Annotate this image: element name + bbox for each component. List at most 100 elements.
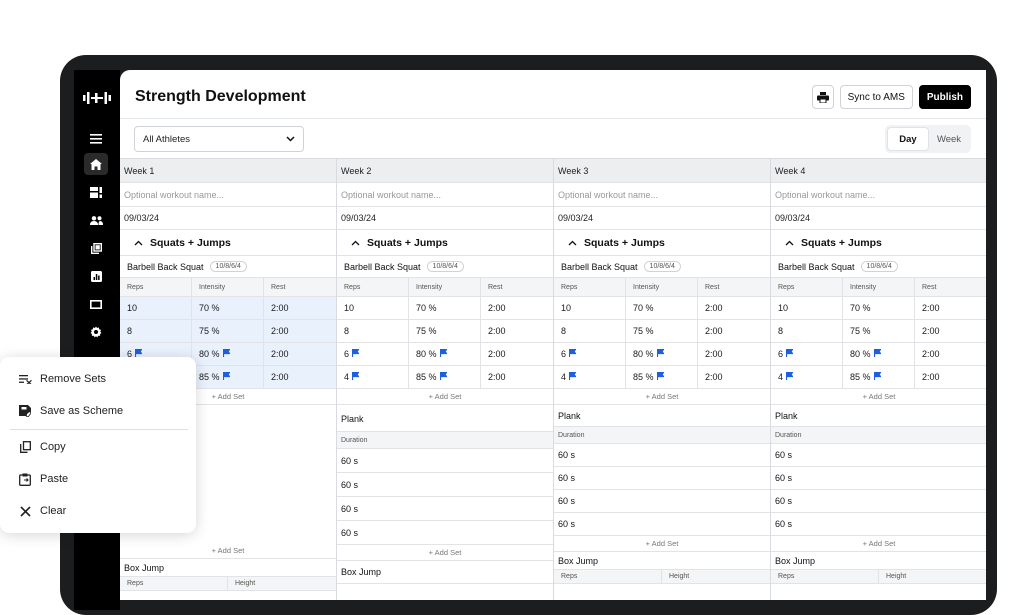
save-as-scheme-menu-item[interactable]: Save as Scheme xyxy=(0,399,196,423)
reps-cell[interactable]: 4 xyxy=(771,366,843,388)
duration-cell[interactable]: 60 s xyxy=(771,513,986,536)
intensity-cell[interactable]: 75 % xyxy=(192,320,264,342)
duration-cell[interactable]: 60 s xyxy=(337,497,553,521)
rest-cell[interactable]: 2:00 xyxy=(698,320,770,342)
sync-ams-button[interactable]: Sync to AMS xyxy=(839,85,913,109)
duration-cell[interactable]: 60 s xyxy=(554,467,770,490)
rest-cell[interactable]: 2:00 xyxy=(698,343,770,365)
chevron-up-icon[interactable] xyxy=(785,238,794,248)
add-set-button[interactable]: + Add Set xyxy=(771,389,986,405)
block-header[interactable]: Squats + Jumps xyxy=(771,230,986,256)
group-icon[interactable] xyxy=(84,209,108,231)
set-row[interactable]: 10 70 % 2:00 xyxy=(771,297,986,320)
set-row[interactable]: 10 70 % 2:00 xyxy=(120,297,336,320)
rest-cell[interactable]: 2:00 xyxy=(481,343,553,365)
copy-menu-item[interactable]: Copy xyxy=(0,435,196,459)
duration-cell[interactable]: 60 s xyxy=(337,473,553,497)
reps-cell[interactable]: 6 xyxy=(554,343,626,365)
intensity-cell[interactable]: 75 % xyxy=(409,320,481,342)
reps-cell[interactable]: 10 xyxy=(337,297,409,319)
remove-sets-menu-item[interactable]: Remove Sets xyxy=(0,367,196,391)
rest-cell[interactable]: 2:00 xyxy=(698,366,770,388)
exercise-name[interactable]: Box Jump xyxy=(771,552,986,570)
rest-cell[interactable]: 2:00 xyxy=(915,343,986,365)
reps-cell[interactable]: 8 xyxy=(554,320,626,342)
publish-button[interactable]: Publish xyxy=(918,85,971,109)
block-header[interactable]: Squats + Jumps xyxy=(554,230,770,256)
add-set-button[interactable]: + Add Set xyxy=(337,389,553,405)
set-row[interactable]: 4 85 % 2:00 xyxy=(554,366,770,389)
exercise-name[interactable]: Box Jump xyxy=(554,552,770,570)
duration-cell[interactable]: 60 s xyxy=(554,513,770,536)
exercise-row[interactable]: Barbell Back Squat 10/8/6/4 xyxy=(337,256,553,278)
reps-cell[interactable]: 8 xyxy=(337,320,409,342)
exercise-name[interactable]: Plank xyxy=(771,405,986,427)
set-row[interactable]: 8 75 % 2:00 xyxy=(554,320,770,343)
reps-cell[interactable]: 8 xyxy=(120,320,192,342)
duration-cell[interactable]: 60 s xyxy=(337,449,553,473)
set-row[interactable]: 6 80 % 2:00 xyxy=(554,343,770,366)
intensity-cell[interactable]: 75 % xyxy=(843,320,915,342)
rest-cell[interactable]: 2:00 xyxy=(481,297,553,319)
reps-cell[interactable]: 8 xyxy=(771,320,843,342)
reps-cell[interactable]: 6 xyxy=(771,343,843,365)
clear-menu-item[interactable]: Clear xyxy=(0,499,196,523)
workout-name-input[interactable]: Optional workout name... xyxy=(120,183,336,207)
add-set-button[interactable]: + Add Set xyxy=(771,536,986,552)
duration-cell[interactable]: 60 s xyxy=(337,521,553,545)
set-row[interactable]: 8 75 % 2:00 xyxy=(771,320,986,343)
chevron-up-icon[interactable] xyxy=(351,238,360,248)
rest-cell[interactable]: 2:00 xyxy=(915,320,986,342)
exercise-row[interactable]: Barbell Back Squat 10/8/6/4 xyxy=(120,256,336,278)
exercise-name[interactable]: Box Jump xyxy=(337,561,553,584)
duration-cell[interactable]: 60 s xyxy=(771,490,986,513)
reps-cell[interactable]: 4 xyxy=(554,366,626,388)
rest-cell[interactable]: 2:00 xyxy=(915,366,986,388)
duration-cell[interactable]: 60 s xyxy=(554,444,770,467)
add-set-button[interactable]: + Add Set xyxy=(120,543,336,559)
rest-cell[interactable]: 2:00 xyxy=(264,366,336,388)
intensity-cell[interactable]: 80 % xyxy=(192,343,264,365)
rest-cell[interactable]: 2:00 xyxy=(264,320,336,342)
day-view-button[interactable]: Day xyxy=(887,127,929,151)
add-set-button[interactable]: + Add Set xyxy=(554,536,770,552)
home-icon[interactable] xyxy=(84,153,108,175)
paste-menu-item[interactable]: Paste xyxy=(0,467,196,491)
rest-cell[interactable]: 2:00 xyxy=(915,297,986,319)
workout-name-input[interactable]: Optional workout name... xyxy=(554,183,770,207)
set-row[interactable]: 6 80 % 2:00 xyxy=(771,343,986,366)
block-header[interactable]: Squats + Jumps xyxy=(337,230,553,256)
intensity-cell[interactable]: 80 % xyxy=(626,343,698,365)
set-row[interactable]: 10 70 % 2:00 xyxy=(337,297,553,320)
rest-cell[interactable]: 2:00 xyxy=(481,320,553,342)
intensity-cell[interactable]: 70 % xyxy=(626,297,698,319)
intensity-cell[interactable]: 70 % xyxy=(409,297,481,319)
workout-date[interactable]: 09/03/24 xyxy=(120,207,336,230)
reps-cell[interactable]: 6 xyxy=(337,343,409,365)
print-button[interactable] xyxy=(811,85,834,109)
duration-cell[interactable]: 60 s xyxy=(554,490,770,513)
block-header[interactable]: Squats + Jumps xyxy=(120,230,336,256)
set-row[interactable]: 6 80 % 2:00 xyxy=(337,343,553,366)
intensity-cell[interactable]: 80 % xyxy=(843,343,915,365)
set-row[interactable]: 8 75 % 2:00 xyxy=(120,320,336,343)
week-view-button[interactable]: Week xyxy=(936,133,962,145)
athlete-select[interactable]: All Athletes xyxy=(134,126,304,152)
reps-cell[interactable]: 4 xyxy=(337,366,409,388)
rest-cell[interactable]: 2:00 xyxy=(481,366,553,388)
workout-date[interactable]: 09/03/24 xyxy=(554,207,770,230)
duration-cell[interactable]: 60 s xyxy=(771,467,986,490)
workout-name-input[interactable]: Optional workout name... xyxy=(771,183,986,207)
reps-cell[interactable]: 10 xyxy=(120,297,192,319)
library-icon[interactable] xyxy=(84,237,108,259)
set-row[interactable]: 4 85 % 2:00 xyxy=(337,366,553,389)
add-set-button[interactable]: + Add Set xyxy=(337,545,553,561)
add-set-button[interactable]: + Add Set xyxy=(554,389,770,405)
intensity-cell[interactable]: 85 % xyxy=(192,366,264,388)
exercise-row[interactable]: Barbell Back Squat 10/8/6/4 xyxy=(554,256,770,278)
exercise-name[interactable]: Plank xyxy=(554,405,770,427)
intensity-cell[interactable]: 75 % xyxy=(626,320,698,342)
exercise-row[interactable]: Barbell Back Squat 10/8/6/4 xyxy=(771,256,986,278)
set-row[interactable]: 10 70 % 2:00 xyxy=(554,297,770,320)
intensity-cell[interactable]: 85 % xyxy=(409,366,481,388)
